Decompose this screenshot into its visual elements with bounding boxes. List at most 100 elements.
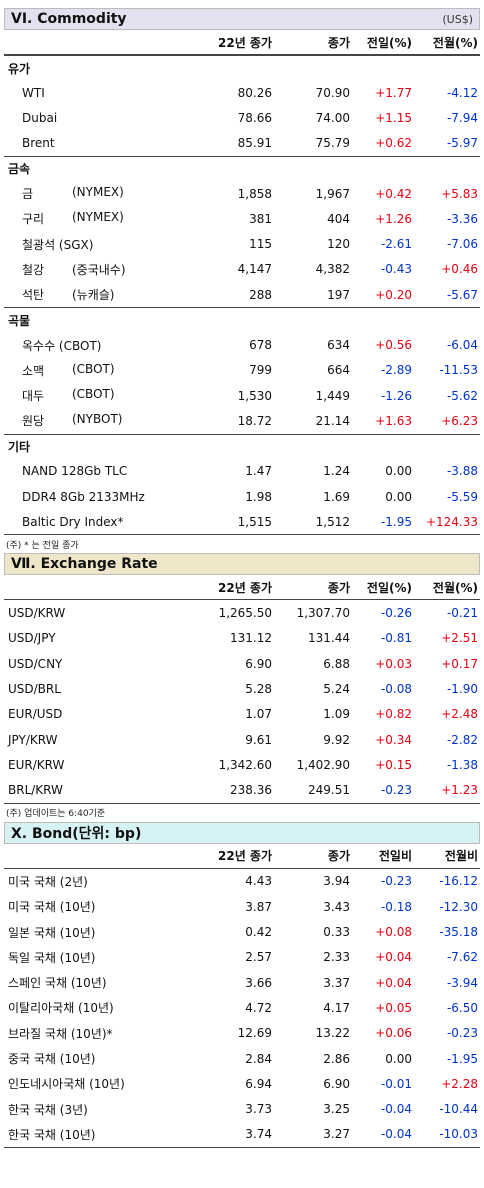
commodity-unit: (US$) xyxy=(442,12,473,26)
prev-year-close-value: 4.72 xyxy=(245,1000,272,1015)
month-change-value: -10.44 xyxy=(439,1102,478,1117)
prev-year-close-value: 1,515 xyxy=(237,514,272,529)
item-name: 금 xyxy=(22,187,34,202)
month-change-value: +0.17 xyxy=(441,656,478,671)
prev-year-close-value: 1,858 xyxy=(237,186,272,201)
item-name: 미국 국채 (2년) xyxy=(8,874,88,889)
row-label: 대두 (CBOT) xyxy=(4,387,200,404)
day-change-value: 0.00 xyxy=(385,489,412,504)
col-day-change: 전일비 xyxy=(378,849,412,864)
prev-year-close-value: 6.94 xyxy=(245,1076,272,1091)
row-label: 철강 (중국내수) xyxy=(4,261,200,278)
exchange-table-body: USD/KRW 1,265.50 1,307.70 -0.26 -0.21 USD/JPY… xyxy=(4,600,480,802)
item-name: 대두 xyxy=(22,389,45,404)
item-name: 일본 국채 (10년) xyxy=(8,925,96,940)
table-row: 미국 국채 (2년) 4.43 3.94 -0.23 -16.12 xyxy=(4,869,480,894)
close-value: 3.94 xyxy=(323,874,350,889)
prev-year-close-value: 115 xyxy=(249,237,272,252)
prev-year-close-value: 3.87 xyxy=(245,899,272,914)
day-change-value: -0.26 xyxy=(380,606,412,621)
prev-year-close-value: 3.66 xyxy=(245,975,272,990)
item-name: EUR/USD xyxy=(8,707,63,722)
day-change-value: -0.18 xyxy=(380,899,412,914)
col-month-change: 전월비 xyxy=(444,849,478,864)
day-change-value: +0.04 xyxy=(375,975,412,990)
close-value: 197 xyxy=(327,287,350,302)
bond-section-header: X. Bond(단위: bp) xyxy=(4,821,480,844)
col-prev-year-close: 22년 종가 xyxy=(218,849,272,864)
close-value: 13.22 xyxy=(315,1026,350,1041)
table-row: 한국 국채 (3년) 3.73 3.25 -0.04 -10.44 xyxy=(4,1097,480,1122)
day-change-value: +1.15 xyxy=(375,110,412,125)
table-row: 철강 (중국내수) 4,147 4,382 -0.43 +0.46 xyxy=(4,257,480,282)
row-label: EUR/USD xyxy=(4,707,200,721)
prev-year-close-value: 18.72 xyxy=(237,413,272,428)
item-name: BRL/KRW xyxy=(8,783,63,798)
commodity-column-header: 22년 종가 종가 전일(%) 전월(%) xyxy=(4,30,480,55)
col-close: 종가 xyxy=(327,35,350,50)
close-value: 3.27 xyxy=(323,1127,350,1142)
row-label: 한국 국채 (3년) xyxy=(4,1101,200,1118)
row-label: USD/KRW xyxy=(4,606,200,620)
prev-year-close-value: 131.12 xyxy=(230,631,272,646)
row-label: 중국 국채 (10년) xyxy=(4,1050,200,1067)
item-name: 철광석 (SGX) xyxy=(22,237,94,252)
item-name: 소맥 xyxy=(22,363,45,378)
item-market: (NYBOT) xyxy=(72,412,123,427)
table-row: BRL/KRW 238.36 249.51 -0.23 +1.23 xyxy=(4,778,480,803)
group-label: 금속 xyxy=(4,155,480,181)
table-row: Dubai 78.66 74.00 +1.15 -7.94 xyxy=(4,105,480,130)
month-change-value: -0.21 xyxy=(446,606,478,621)
exchange-title: Ⅶ. Exchange Rate xyxy=(11,556,158,573)
table-row: 석탄 (뉴캐슬) 288 197 +0.20 -5.67 xyxy=(4,282,480,307)
table-row: Brent 85.91 75.79 +0.62 -5.97 xyxy=(4,131,480,156)
month-change-value: -16.12 xyxy=(439,874,478,889)
prev-year-close-value: 1.07 xyxy=(245,707,272,722)
item-name: 중국 국채 (10년) xyxy=(8,1052,96,1067)
prev-year-close-value: 1,530 xyxy=(237,388,272,403)
item-name: 이탈리아국채 (10년) xyxy=(8,1001,114,1016)
row-label: DDR4 8Gb 2133MHz xyxy=(4,490,200,504)
group-label: 기타 xyxy=(4,433,480,459)
day-change-value: 0.00 xyxy=(385,1051,412,1066)
table-row: 금 (NYMEX) 1,858 1,967 +0.42 +5.83 xyxy=(4,181,480,206)
close-value: 6.90 xyxy=(323,1076,350,1091)
market-data-sheet: VI. Commodity (US$) 22년 종가 종가 전일(%) 전월(%… xyxy=(4,8,480,1149)
table-row: 원당 (NYBOT) 18.72 21.14 +1.63 +6.23 xyxy=(4,408,480,433)
item-name: Dubai xyxy=(22,110,58,125)
month-change-value: -7.06 xyxy=(446,237,478,252)
item-name: Baltic Dry Index* xyxy=(22,514,124,529)
table-row: 대두 (CBOT) 1,530 1,449 -1.26 -5.62 xyxy=(4,383,480,408)
table-row: Baltic Dry Index* 1,515 1,512 -1.95 +124.33 xyxy=(4,509,480,534)
close-value: 249.51 xyxy=(308,783,350,798)
exchange-section-header: Ⅶ. Exchange Rate xyxy=(4,553,480,576)
month-change-value: -3.94 xyxy=(446,975,478,990)
row-label: USD/JPY xyxy=(4,631,200,645)
commodity-table-body: 유가 WTI 80.26 70.90 +1.77 -4.12 Dubai 78.66 74.00… xyxy=(4,55,480,534)
item-market: (뉴캐슬) xyxy=(72,288,115,303)
item-name: 스페인 국채 (10년) xyxy=(8,976,107,991)
prev-year-close-value: 78.66 xyxy=(237,110,272,125)
item-market: (CBOT) xyxy=(72,361,115,376)
item-name: USD/KRW xyxy=(8,606,66,621)
row-label: 금 (NYMEX) xyxy=(4,185,200,202)
month-change-value: -5.97 xyxy=(446,136,478,151)
row-label: USD/CNY xyxy=(4,657,200,671)
close-value: 1.24 xyxy=(323,464,350,479)
item-name: 독일 국채 (10년) xyxy=(8,950,96,965)
prev-year-close-value: 85.91 xyxy=(237,136,272,151)
prev-year-close-value: 5.28 xyxy=(245,681,272,696)
close-value: 4,382 xyxy=(315,262,350,277)
col-month-change: 전월(%) xyxy=(432,580,478,595)
row-label: WTI xyxy=(4,86,200,100)
row-label: 미국 국채 (2년) xyxy=(4,873,200,890)
table-row: 구리 (NYMEX) 381 404 +1.26 -3.36 xyxy=(4,206,480,231)
close-value: 120 xyxy=(327,237,350,252)
day-change-value: +0.34 xyxy=(375,732,412,747)
item-name: 석탄 xyxy=(22,288,45,303)
col-close: 종가 xyxy=(327,580,350,595)
prev-year-close-value: 1,265.50 xyxy=(218,606,272,621)
prev-year-close-value: 3.73 xyxy=(245,1102,272,1117)
item-name: DDR4 8Gb 2133MHz xyxy=(22,489,145,504)
row-label: EUR/KRW xyxy=(4,758,200,772)
